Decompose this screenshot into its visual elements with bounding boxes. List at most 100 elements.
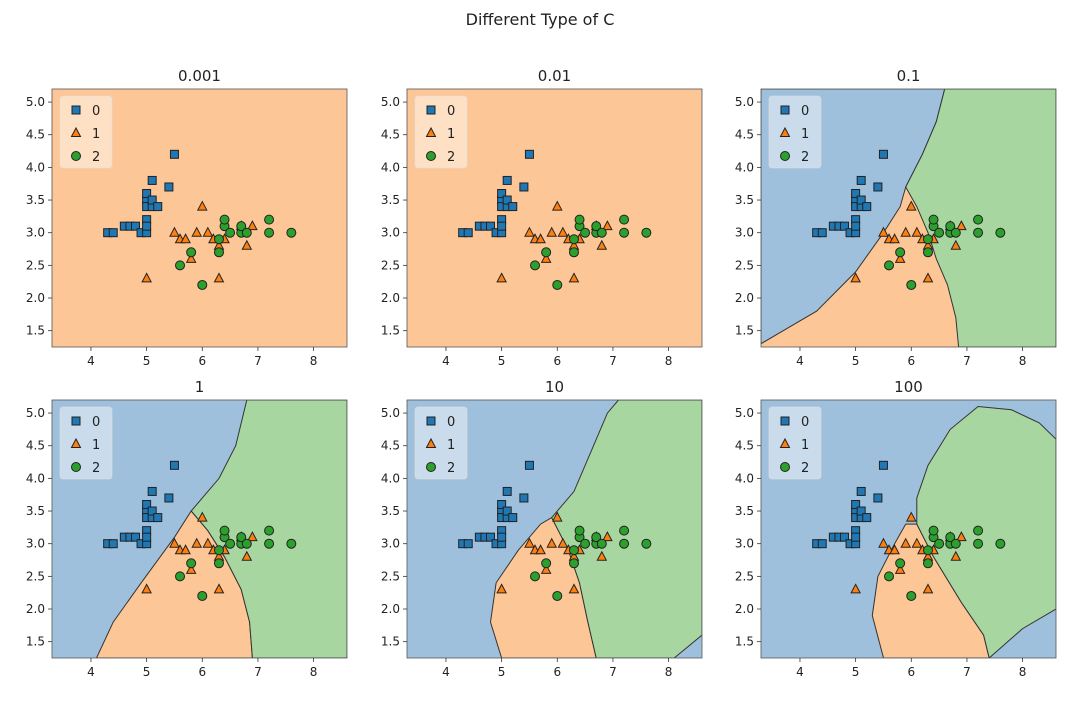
axes-frame (406, 399, 703, 659)
legend-marker-circle (780, 462, 790, 472)
point-class-0 (524, 149, 534, 159)
point-class-1 (169, 226, 180, 237)
point-class-1 (950, 239, 962, 250)
point-class-0 (873, 182, 883, 192)
point-class-0 (153, 513, 163, 523)
point-class-1 (169, 537, 180, 548)
point-class-2 (241, 538, 252, 549)
point-class-2 (541, 247, 552, 258)
point-class-1 (213, 583, 225, 594)
y-tick-label: 1.5 (381, 635, 400, 649)
legend-marker-circle (71, 151, 81, 161)
legend-label: 2 (92, 461, 100, 476)
legend-marker-triangle (425, 437, 437, 448)
point-class-2 (541, 558, 552, 569)
point-class-1 (141, 272, 152, 283)
subplot-title: 1 (195, 378, 205, 396)
point-class-2 (568, 558, 579, 569)
legend-label: 0 (447, 104, 455, 119)
y-tick-label: 3.5 (26, 504, 45, 518)
point-class-0 (839, 221, 849, 231)
point-class-2 (928, 525, 939, 536)
subplot-0-01: 0 1 2 4 5 6 7 8 1.5 2.0 2.5 3.0 3.5 4.0 4.5 5.0 0.01 (381, 67, 703, 368)
point-class-1 (141, 583, 152, 594)
point-class-0 (508, 513, 518, 523)
legend-label: 0 (447, 415, 455, 430)
point-class-2 (619, 227, 630, 238)
point-class-1 (202, 226, 214, 237)
point-class-0 (147, 486, 157, 496)
point-class-2 (175, 571, 186, 582)
decision-region-background (407, 89, 702, 347)
legend-marker-circle (71, 462, 81, 472)
legend-marker-square (71, 105, 81, 115)
point-class-0 (153, 202, 163, 212)
legend-label: 0 (92, 415, 100, 430)
legend-box (768, 95, 822, 169)
point-class-2 (552, 590, 563, 601)
point-class-2 (973, 525, 984, 536)
x-tick-label: 6 (553, 665, 561, 679)
point-class-0 (851, 532, 861, 542)
point-class-2 (995, 538, 1006, 549)
point-class-1 (557, 537, 569, 548)
point-class-2 (945, 532, 956, 543)
point-class-0 (856, 506, 866, 516)
point-class-0 (130, 532, 140, 542)
legend-marker-circle (426, 462, 436, 472)
x-tick-label: 7 (963, 665, 971, 679)
x-tick-label: 4 (442, 665, 450, 679)
subplot-title: 0.001 (178, 67, 221, 85)
legend-marker-square (426, 416, 436, 426)
point-class-1 (213, 272, 225, 283)
point-class-0 (164, 493, 174, 503)
plot-area: 0 1 2 (407, 89, 702, 347)
y-tick-label: 5.0 (26, 95, 45, 109)
point-class-2 (934, 227, 945, 238)
point-class-2 (922, 558, 933, 569)
point-class-2 (574, 214, 585, 225)
point-class-0 (856, 195, 866, 205)
y-tick-label: 4.0 (26, 471, 45, 485)
point-class-0 (142, 532, 152, 542)
legend-marker-triangle (70, 126, 82, 137)
plot-area: 0 1 2 (407, 400, 702, 658)
point-class-0 (524, 460, 534, 470)
point-class-1 (905, 511, 917, 522)
y-tick-label: 5.0 (381, 95, 400, 109)
point-class-0 (502, 486, 512, 496)
point-class-2 (241, 227, 252, 238)
point-class-2 (973, 214, 984, 225)
point-class-2 (286, 538, 297, 549)
legend-label: 2 (447, 461, 455, 476)
figure-title: Different Type of C (465, 10, 615, 29)
decision-region-background (52, 89, 347, 347)
legend: 0 1 2 (59, 95, 113, 169)
point-class-0 (497, 500, 507, 510)
point-class-0 (169, 149, 179, 159)
legend-marker-square (780, 105, 790, 115)
point-class-2 (973, 227, 984, 238)
y-tick-label: 4.5 (735, 439, 754, 453)
y-tick-label: 2.0 (381, 602, 400, 616)
point-class-2 (264, 227, 275, 238)
y-tick-label: 2.0 (26, 291, 45, 305)
point-class-2 (530, 571, 541, 582)
point-class-2 (641, 227, 652, 238)
point-class-2 (213, 558, 224, 569)
subplot-1: 0 1 2 4 5 6 7 8 1.5 2.0 2.5 3.0 3.5 4.0 4.5 5.0 1 (26, 378, 348, 679)
y-tick-label: 4.0 (735, 160, 754, 174)
x-tick-label: 8 (1019, 665, 1027, 679)
point-class-0 (856, 175, 866, 185)
legend-label: 2 (801, 461, 809, 476)
point-class-1 (850, 583, 861, 594)
y-tick-label: 2.0 (735, 602, 754, 616)
x-tick-label: 4 (796, 665, 804, 679)
point-class-1 (524, 537, 535, 548)
point-class-2 (641, 538, 652, 549)
point-class-1 (546, 537, 558, 548)
point-class-2 (219, 214, 230, 225)
point-class-0 (147, 506, 157, 516)
legend-marker-triangle (779, 126, 791, 137)
